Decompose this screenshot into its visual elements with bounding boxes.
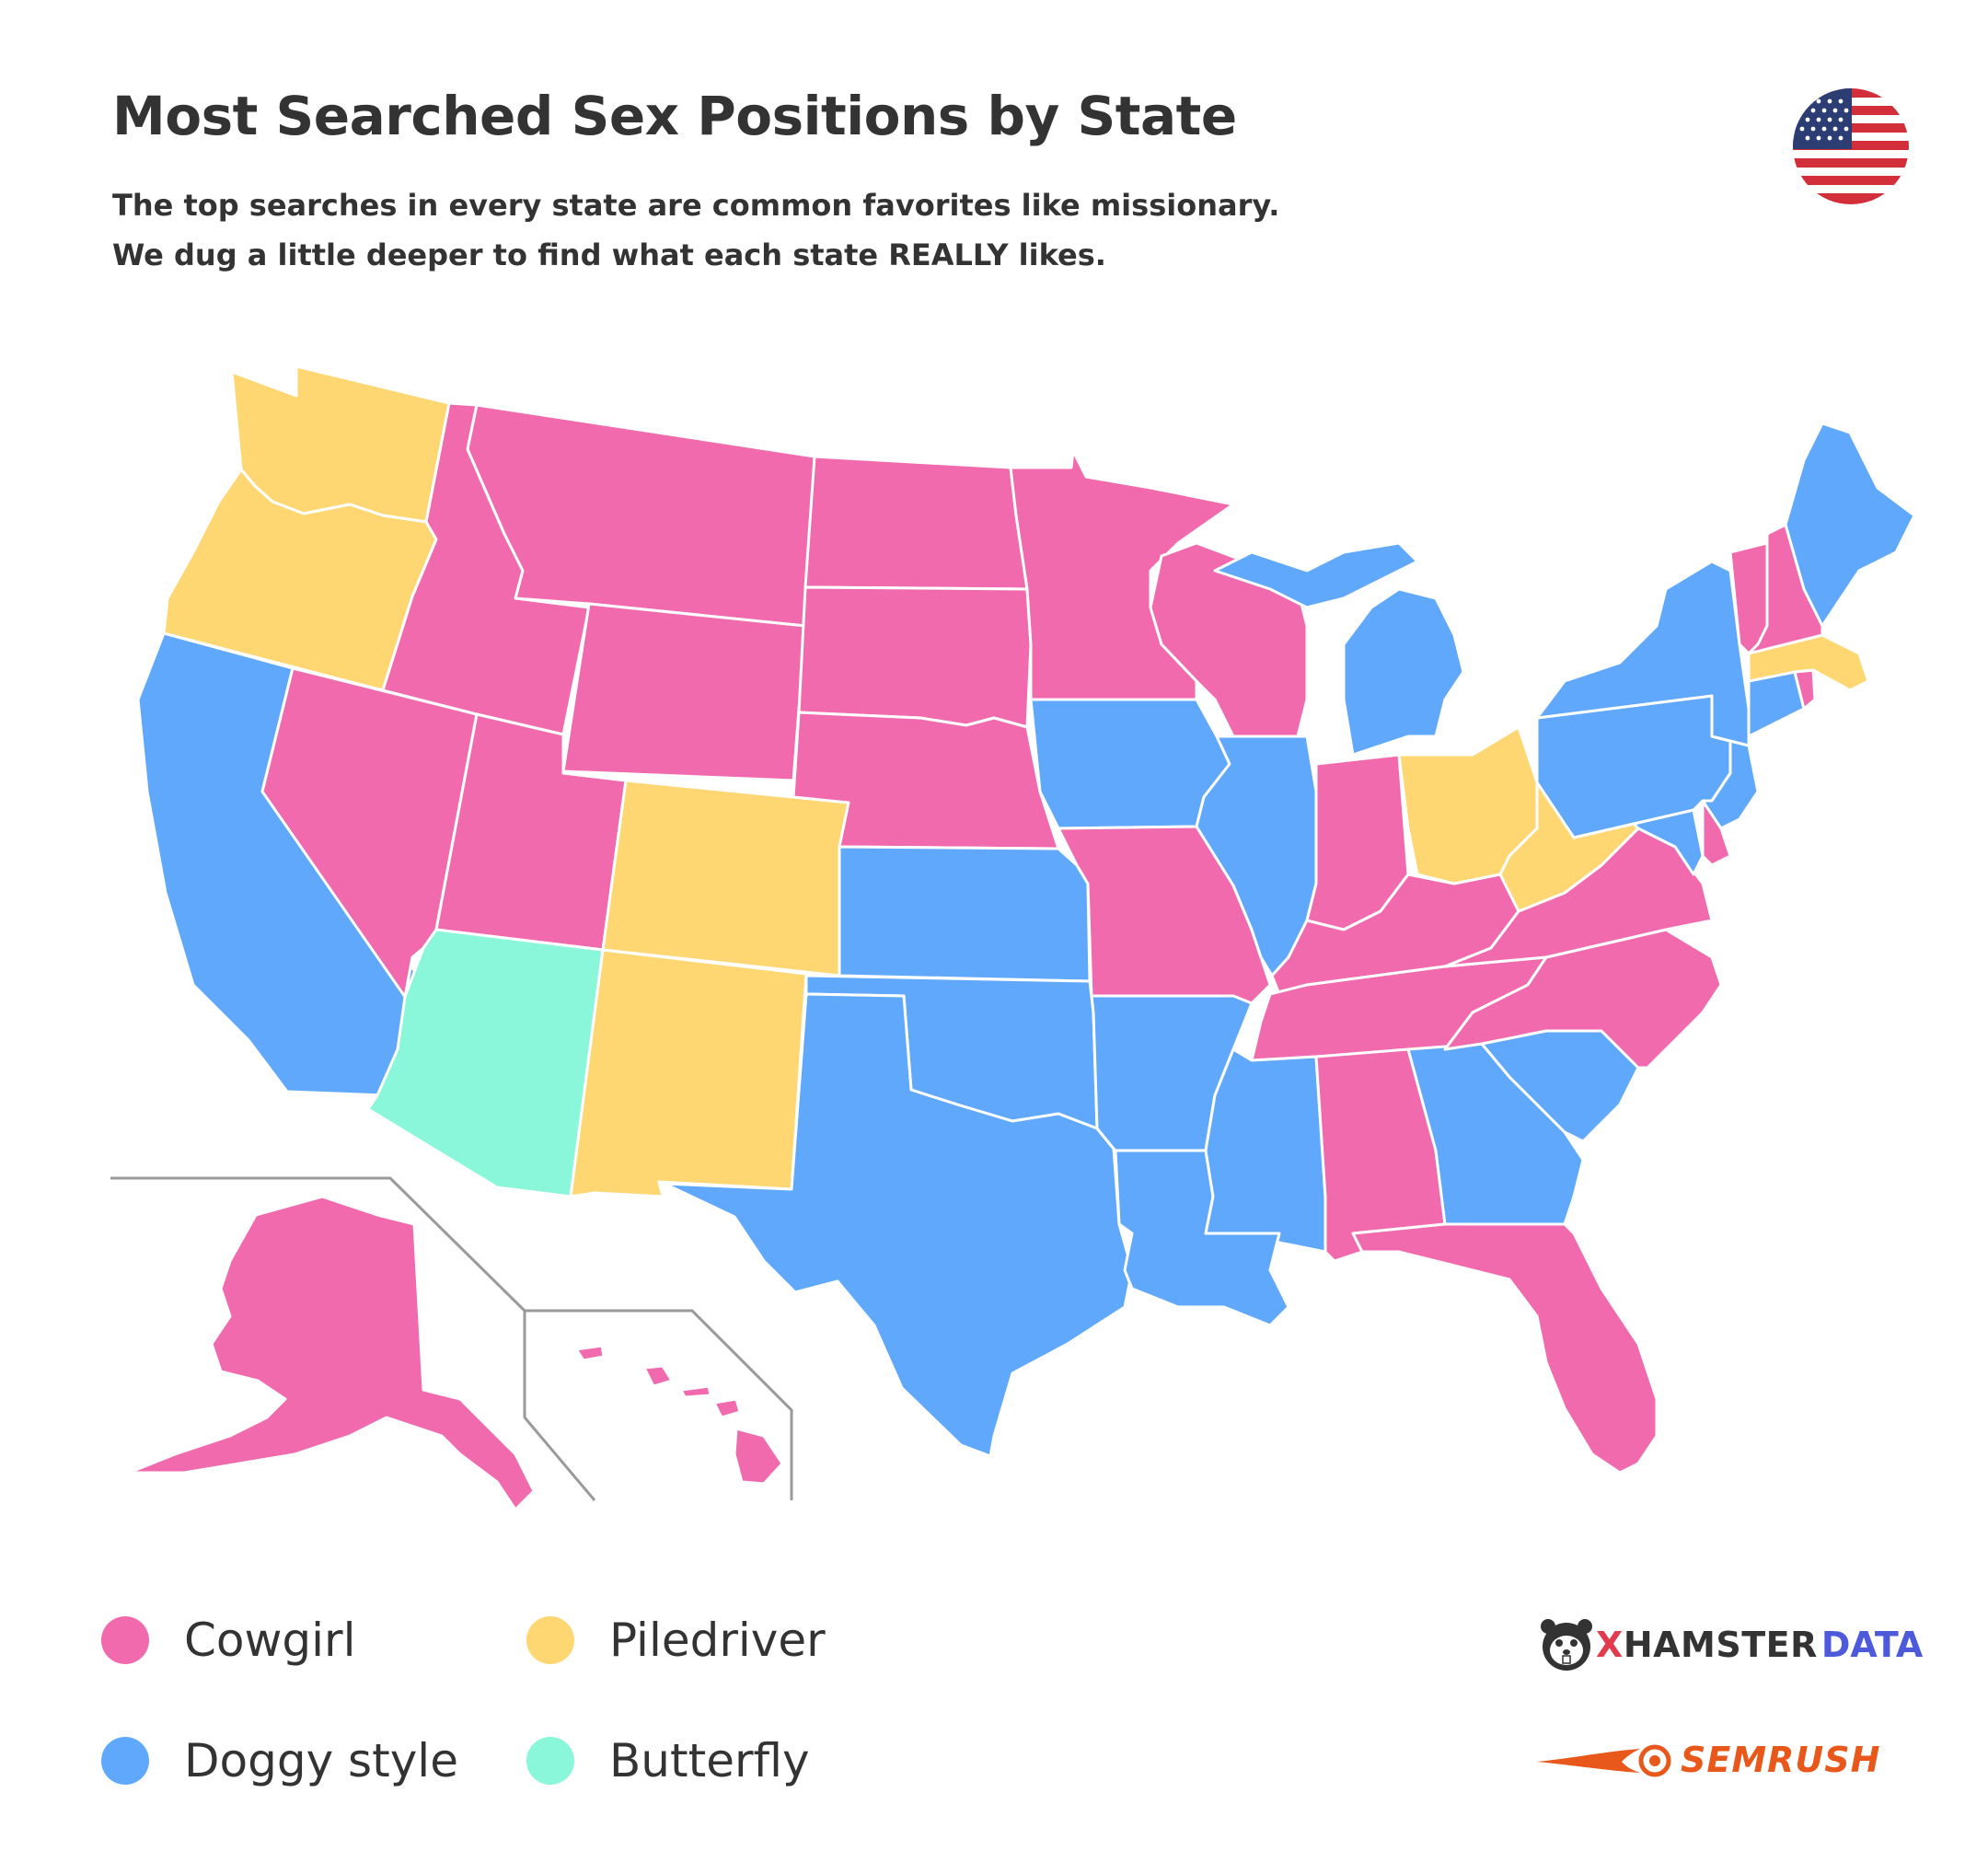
xhamster-name: HAMSTER bbox=[1623, 1625, 1818, 1665]
legend-item-butterfly: Butterfly bbox=[526, 1733, 810, 1788]
page-title: Most Searched Sex Positions by State bbox=[112, 85, 1237, 147]
state-sd bbox=[797, 585, 1033, 729]
semrush-wordmark: SEMRUSH bbox=[1681, 1740, 1881, 1780]
xhamster-data-logo: XHAMSTER DATA bbox=[1537, 1613, 1923, 1677]
hamster-icon bbox=[1541, 1619, 1592, 1671]
state-nc bbox=[1443, 928, 1723, 1070]
us-flag-icon bbox=[1793, 88, 1909, 204]
state-mt bbox=[466, 403, 816, 628]
state-co bbox=[601, 779, 850, 977]
state-hi-1 bbox=[574, 1344, 606, 1362]
state-ny bbox=[1535, 560, 1751, 747]
state-hi-2 bbox=[642, 1364, 674, 1388]
xhamster-x: X bbox=[1596, 1625, 1624, 1665]
xhamster-wordmark: XHAMSTER bbox=[1596, 1625, 1818, 1665]
state-ma bbox=[1747, 633, 1870, 692]
state-mi-u bbox=[1213, 541, 1419, 609]
xhamster-data-word: DATA bbox=[1820, 1625, 1924, 1665]
state-mn bbox=[1009, 449, 1235, 701]
state-fl bbox=[1351, 1222, 1659, 1475]
state-me bbox=[1784, 422, 1916, 628]
state-ak bbox=[127, 1195, 536, 1511]
legend-item-cowgirl: Cowgirl bbox=[101, 1613, 355, 1668]
state-wy bbox=[561, 602, 807, 782]
state-hi-4 bbox=[712, 1397, 742, 1419]
legend-label-piledriver: Piledriver bbox=[609, 1614, 826, 1667]
legend-label-cowgirl: Cowgirl bbox=[184, 1614, 356, 1667]
subtitle: The top searches in every state are comm… bbox=[112, 180, 1279, 280]
state-ct bbox=[1747, 670, 1806, 738]
legend-swatch-doggy-style bbox=[101, 1737, 149, 1785]
semrush-logo: SEMRUSH bbox=[1537, 1732, 1880, 1787]
legend-swatch-butterfly bbox=[526, 1737, 574, 1785]
state-nj bbox=[1701, 735, 1760, 830]
state-nm bbox=[569, 948, 808, 1198]
subtitle-line-1: The top searches in every state are comm… bbox=[112, 188, 1280, 223]
legend-item-doggy-style: Doggy style bbox=[101, 1733, 458, 1788]
legend-label-doggy-style: Doggy style bbox=[184, 1734, 458, 1787]
inset-line-hawaii bbox=[525, 1309, 793, 1500]
state-mi-l bbox=[1342, 587, 1465, 757]
state-tx bbox=[663, 992, 1134, 1458]
state-hi-5 bbox=[733, 1427, 784, 1486]
state-ks bbox=[838, 845, 1092, 983]
legend-item-piledriver: Piledriver bbox=[526, 1613, 826, 1668]
semrush-flame-icon bbox=[1537, 1744, 1671, 1777]
subtitle-line-2: We dug a little deeper to find what each… bbox=[112, 237, 1106, 272]
state-hi-3 bbox=[679, 1384, 712, 1399]
legend-swatch-piledriver bbox=[526, 1616, 574, 1664]
legend-swatch-cowgirl bbox=[101, 1616, 149, 1664]
state-nd bbox=[803, 455, 1029, 591]
legend-label-butterfly: Butterfly bbox=[609, 1734, 810, 1787]
